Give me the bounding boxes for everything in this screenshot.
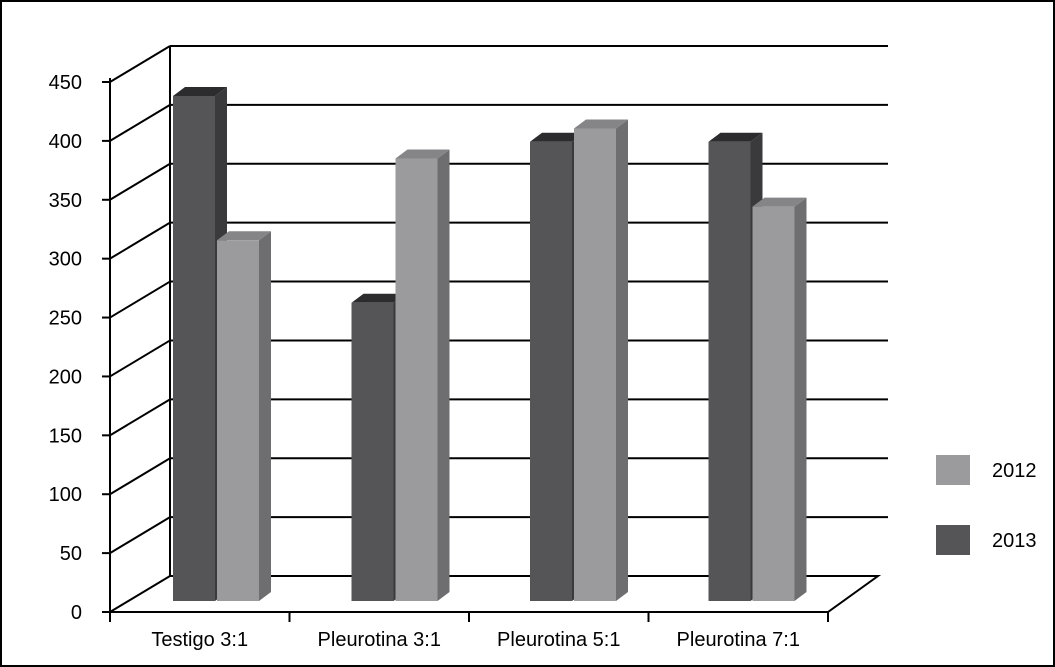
- bar-2012-Pleurotina 5:1: [574, 119, 628, 601]
- grid-diagonal: [109, 45, 171, 83]
- x-tick-label: Testigo 3:1: [151, 629, 248, 651]
- x-tick-label: Pleurotina 7:1: [677, 629, 800, 651]
- grid-diagonal: [109, 457, 171, 496]
- bar-top: [395, 149, 450, 159]
- bar-front: [708, 141, 751, 601]
- bars-layer: [173, 87, 807, 602]
- bar-top: [574, 119, 628, 129]
- bar-front: [395, 158, 438, 601]
- y-tick-label: 0: [71, 602, 82, 624]
- bar-front: [752, 206, 795, 601]
- bar-front: [530, 141, 572, 601]
- bar-top: [530, 132, 584, 142]
- grid-diagonal: [109, 339, 171, 378]
- y-tick-label: 400: [49, 131, 82, 153]
- axis-layer: [102, 46, 829, 622]
- bar-side: [794, 197, 807, 601]
- y-tick-label: 250: [49, 308, 82, 330]
- legend: 2012 2013: [936, 455, 1037, 555]
- bar-2012-Pleurotina 7:1: [752, 197, 807, 601]
- y-tick-label: 300: [49, 249, 82, 271]
- labels-layer: 0 50 100 150 200 250 300 350 400 450 Testigo 3:1 Pl…: [49, 72, 800, 651]
- grid-diagonal: [109, 398, 171, 437]
- legend-label-2013: 2013: [992, 530, 1037, 552]
- x-tick-label: Pleurotina 3:1: [318, 629, 441, 651]
- grid-diagonal: [109, 221, 171, 260]
- bar-2012-Pleurotina 3:1: [395, 149, 450, 601]
- bar-side: [259, 231, 271, 602]
- bar-top: [351, 293, 406, 303]
- legend-swatch-2012: [936, 455, 970, 485]
- x-tick-label: Pleurotina 5:1: [497, 629, 620, 651]
- bar-top: [752, 197, 807, 207]
- y-tick-label: 350: [49, 190, 82, 212]
- bar-front: [217, 240, 259, 602]
- y-tick-label: 200: [49, 366, 82, 388]
- bar-side: [616, 119, 628, 601]
- legend-label-2012: 2012: [992, 460, 1037, 482]
- y-tick-label: 100: [49, 484, 82, 506]
- grid-diagonal: [109, 280, 171, 319]
- bar-top: [708, 132, 763, 142]
- bar-side: [437, 149, 450, 601]
- y-tick-label: 150: [49, 425, 82, 447]
- grid-diagonal: [109, 516, 171, 554]
- bar-front: [173, 96, 215, 601]
- grid-diagonal: [109, 162, 171, 201]
- y-tick-label: 50: [60, 543, 82, 565]
- bar-front: [351, 302, 394, 601]
- bar-top: [217, 231, 271, 241]
- legend-swatch-2013: [936, 525, 970, 555]
- floor-plane: [106, 575, 882, 613]
- grid-diagonal: [109, 104, 171, 142]
- bar-front: [574, 128, 616, 601]
- bar-top: [173, 87, 227, 96]
- bar-2012-Testigo 3:1: [217, 231, 271, 602]
- y-tick-label: 450: [49, 72, 82, 94]
